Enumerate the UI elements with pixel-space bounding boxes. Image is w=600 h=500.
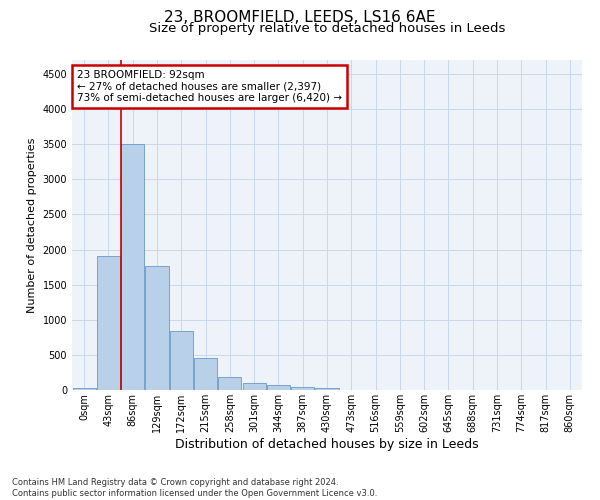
Bar	[170, 331, 193, 390]
Bar	[194, 358, 217, 390]
X-axis label: Distribution of detached houses by size in Leeds: Distribution of detached houses by size …	[175, 438, 479, 450]
Text: 23, BROOMFIELD, LEEDS, LS16 6AE: 23, BROOMFIELD, LEEDS, LS16 6AE	[164, 10, 436, 25]
Y-axis label: Number of detached properties: Number of detached properties	[27, 138, 37, 312]
Bar	[97, 256, 120, 390]
Bar	[242, 383, 266, 390]
Bar	[73, 388, 95, 390]
Bar	[121, 144, 144, 390]
Bar	[145, 266, 169, 390]
Text: Contains HM Land Registry data © Crown copyright and database right 2024.
Contai: Contains HM Land Registry data © Crown c…	[12, 478, 377, 498]
Bar	[218, 377, 241, 390]
Bar	[267, 386, 290, 390]
Text: 23 BROOMFIELD: 92sqm
← 27% of detached houses are smaller (2,397)
73% of semi-de: 23 BROOMFIELD: 92sqm ← 27% of detached h…	[77, 70, 342, 103]
Bar	[316, 388, 338, 390]
Title: Size of property relative to detached houses in Leeds: Size of property relative to detached ho…	[149, 22, 505, 35]
Bar	[291, 387, 314, 390]
